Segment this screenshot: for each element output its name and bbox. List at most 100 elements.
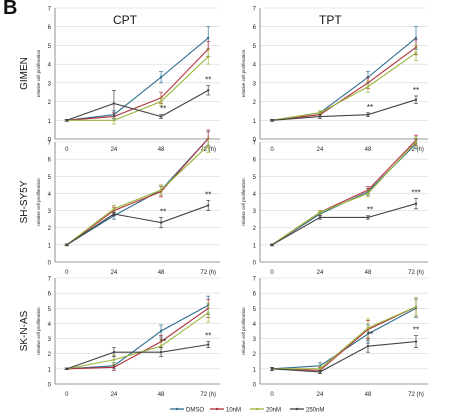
data-point-250nm (112, 351, 116, 354)
y-tick-label: 3 (253, 81, 257, 87)
data-point-250nm (159, 115, 163, 118)
column-title-tpt: TPT (319, 13, 342, 27)
significance-marker: *** (411, 189, 420, 198)
data-point-250nm (318, 115, 322, 118)
y-tick-label: 4 (253, 63, 257, 69)
y-tick-label: 2 (48, 352, 52, 358)
series-line-dmso (271, 37, 417, 121)
y-tick-label: 2 (48, 100, 52, 106)
significance-marker: ** (160, 105, 166, 114)
series-line-10nm (66, 307, 209, 370)
data-point-250nm (207, 204, 210, 207)
data-point-250nm (318, 370, 322, 374)
data-point-250nm (112, 102, 116, 105)
data-point-dmso (207, 36, 210, 40)
x-tick-label: 24 (111, 147, 118, 153)
data-point-250nm (270, 367, 274, 371)
data-point-250nm (414, 98, 418, 101)
y-tick-label: 2 (253, 352, 257, 358)
legend-label-10nm: 10nM (226, 408, 241, 414)
x-tick-label: 0 (65, 147, 69, 153)
y-axis-label: relative cell proliferation (36, 307, 41, 355)
significance-marker: ** (205, 76, 211, 85)
significance-marker: ** (367, 330, 373, 339)
x-tick-label: 0 (270, 270, 274, 276)
significance-marker: ** (205, 190, 211, 199)
data-point-250nm (112, 212, 116, 216)
y-tick-label: 1 (48, 243, 52, 249)
data-point-250nm (414, 202, 418, 205)
y-tick-label: 1 (253, 367, 257, 373)
legend-marker-250nm (295, 407, 299, 411)
x-tick-label: 72 (h) (200, 270, 216, 276)
data-point-20nm (318, 111, 322, 115)
y-tick-label: 6 (48, 158, 52, 164)
x-tick-label: 48 (158, 147, 165, 153)
y-tick-label: 2 (253, 100, 257, 106)
y-tick-label: 3 (48, 81, 52, 87)
panel-label: B (3, 0, 18, 19)
y-tick-label: 1 (253, 119, 257, 125)
y-tick-label: 1 (48, 367, 52, 373)
y-tick-label: 7 (48, 277, 52, 283)
y-tick-label: 7 (48, 141, 52, 147)
series-line-dmso (66, 138, 209, 246)
x-tick-label: 24 (111, 270, 118, 276)
significance-marker: ** (413, 86, 419, 95)
y-tick-label: 5 (253, 44, 257, 50)
series-line-250nm (271, 341, 417, 373)
data-point-250nm (207, 343, 210, 346)
data-point-250nm (159, 221, 163, 224)
data-point-20nm (159, 188, 163, 192)
data-point-250nm (65, 119, 68, 122)
data-point-20nm (366, 192, 370, 195)
y-tick-label: 0 (253, 383, 257, 389)
series-line-20nm (66, 145, 209, 246)
y-tick-label: 5 (48, 307, 52, 313)
y-tick-label: 4 (253, 322, 257, 328)
row-label-sh-sy5y: SH-SY5Y (19, 180, 30, 223)
series-line-250nm (271, 203, 417, 246)
x-tick-label: 48 (365, 147, 372, 153)
significance-marker: ** (205, 332, 211, 341)
x-tick-label: 72 (h) (200, 392, 216, 398)
data-point-20nm (318, 367, 322, 371)
significance-marker: ** (160, 338, 166, 347)
series-line-10nm (271, 46, 417, 121)
y-tick-label: 3 (253, 209, 257, 215)
series-line-10nm (66, 138, 209, 246)
y-tick-label: 7 (253, 277, 257, 283)
y-tick-label: 4 (48, 192, 52, 198)
x-tick-label: 48 (365, 270, 372, 276)
data-point-dmso (159, 76, 163, 79)
data-point-20nm (207, 144, 210, 147)
y-tick-label: 0 (48, 138, 52, 144)
legend-label-20nm: 20nM (266, 408, 281, 414)
y-tick-label: 5 (48, 44, 52, 50)
legend-marker-10nm (215, 407, 219, 411)
data-point-250nm (65, 367, 68, 371)
series-line-10nm (271, 306, 417, 371)
y-tick-label: 4 (48, 322, 52, 328)
data-point-20nm (207, 311, 210, 315)
y-tick-label: 0 (253, 261, 257, 267)
x-tick-label: 24 (317, 392, 324, 398)
data-point-250nm (159, 351, 163, 354)
y-tick-label: 4 (48, 63, 52, 69)
y-tick-label: 7 (253, 7, 257, 13)
data-point-20nm (414, 140, 418, 144)
y-tick-label: 7 (48, 7, 52, 13)
y-tick-label: 6 (253, 292, 257, 298)
data-point-250nm (366, 113, 370, 116)
data-point-250nm (270, 243, 274, 247)
y-axis-label: relative cell proliferation (36, 49, 41, 97)
y-tick-label: 0 (48, 261, 52, 267)
series-line-20nm (272, 306, 417, 370)
data-point-20nm (414, 305, 418, 308)
y-tick-label: 4 (253, 192, 257, 198)
data-point-20nm (112, 119, 116, 122)
series-line-250nm (271, 99, 417, 121)
data-point-10nm (112, 366, 116, 369)
legend-label-250nm: 250nM (306, 408, 324, 414)
y-axis-label: relative cell proliferation (241, 49, 246, 97)
